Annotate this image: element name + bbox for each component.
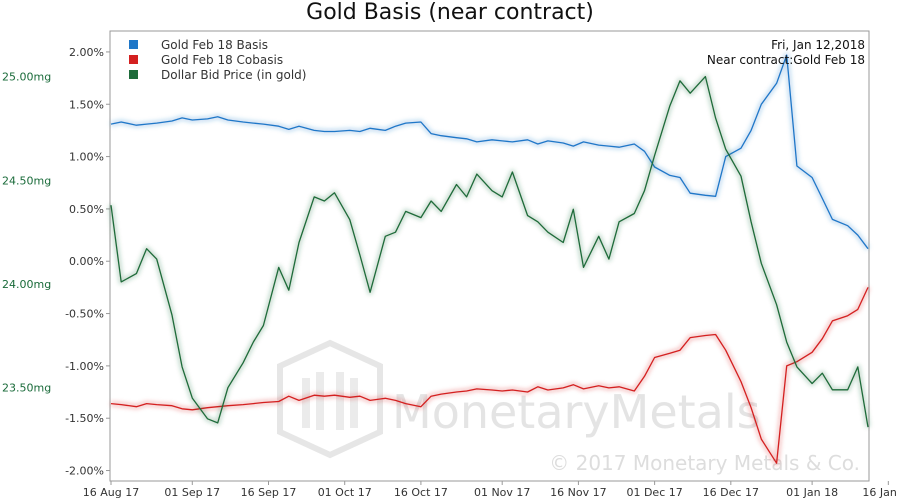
legend-swatch-cobasis <box>129 55 138 64</box>
y-left-tick-label: -2.00% <box>65 465 104 478</box>
y-right-tick-label: 24.50mg <box>2 174 51 187</box>
legend-swatch-basis <box>129 40 138 49</box>
x-tick-label: 01 Nov 17 <box>474 486 530 499</box>
x-tick-label: 16 Nov 17 <box>550 486 606 499</box>
series-glow-gold-feb-18-basis <box>110 52 870 251</box>
y-left-tick-label: -1.00% <box>65 360 104 373</box>
copyright-text: © 2017 Monetary Metals & Co. <box>549 451 860 475</box>
legend-label-basis: Gold Feb 18 Basis <box>161 38 268 52</box>
y-left-tick-label: 0.50% <box>69 203 104 216</box>
y-left-axis: 2.00% 1.50% 1.00% 0.50% 0.00% -0.50% -1.00% -1.… <box>65 46 110 478</box>
legend-label-cobasis: Gold Feb 18 Cobasis <box>161 53 283 67</box>
y-right-tick-label: 23.50mg <box>2 382 51 395</box>
y-left-tick-label: 0.00% <box>69 255 104 268</box>
y-right-axis: 25.00mg 24.50mg 24.00mg 23.50mg <box>2 71 51 395</box>
legend: Gold Feb 18 Basis Gold Feb 18 Cobasis Do… <box>129 38 306 82</box>
contract-annotation: Near contract:Gold Feb 18 <box>707 53 865 67</box>
y-left-tick-label: 2.00% <box>69 46 104 59</box>
x-tick-label: 01 Sep 17 <box>164 486 220 499</box>
series-line-gold-feb-18-cobasis <box>110 287 869 464</box>
date-annotation: Fri, Jan 12,2018 <box>771 38 865 52</box>
series-glow-dollar-bid-price-in-gold <box>108 74 871 428</box>
y-left-tick-label: -0.50% <box>65 308 104 321</box>
x-tick-label: 01 Jan 18 <box>786 486 838 499</box>
y-right-tick-label: 25.00mg <box>2 71 51 84</box>
series-line-gold-feb-18-basis <box>110 54 869 250</box>
x-tick-label: 01 Dec 17 <box>626 486 682 499</box>
x-tick-label: 16 Jan 18 <box>862 486 900 499</box>
series-line-dollar-bid-price-in-gold <box>110 75 869 428</box>
y-left-tick-label: 1.50% <box>69 98 104 111</box>
series-layer <box>108 52 871 466</box>
watermark-logo <box>277 339 383 459</box>
y-left-tick-label: -1.50% <box>65 412 104 425</box>
x-tick-label: 16 Oct 17 <box>394 486 448 499</box>
x-tick-label: 16 Sep 17 <box>241 486 297 499</box>
plot-frame <box>109 30 870 482</box>
y-left-tick-label: 1.00% <box>69 151 104 164</box>
legend-swatch-dollar <box>129 70 138 79</box>
chart-title: Gold Basis (near contract) <box>306 0 594 25</box>
x-tick-label: 16 Aug 17 <box>83 486 139 499</box>
legend-label-dollar: Dollar Bid Price (in gold) <box>161 68 306 82</box>
x-axis: 16 Aug 17 01 Sep 17 16 Sep 17 01 Oct 17 16 O… <box>83 481 900 499</box>
y-right-tick-label: 24.00mg <box>2 278 51 291</box>
x-tick-label: 01 Oct 17 <box>318 486 372 499</box>
x-tick-label: 16 Dec 17 <box>703 486 759 499</box>
